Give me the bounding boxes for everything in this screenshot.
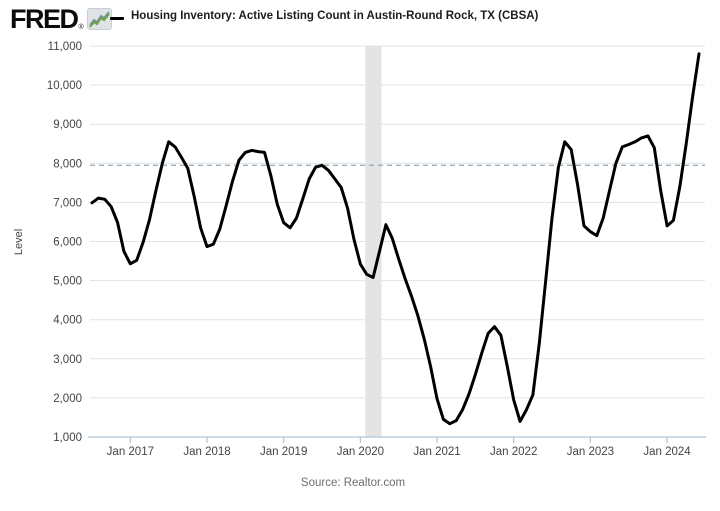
y-tick-label: 1,000 — [53, 432, 82, 444]
data-line-series[interactable] — [90, 52, 701, 426]
y-tick-label: 6,000 — [53, 237, 82, 249]
y-tick-label: 7,000 — [53, 197, 82, 209]
x-tick-label: Jan 2018 — [183, 446, 230, 458]
x-tick-label: Jan 2024 — [643, 446, 691, 458]
x-tick-label: Jan 2020 — [337, 446, 384, 458]
registered-trademark-mark: ® — [78, 24, 84, 31]
line-chart[interactable]: Jan 2017 Jan 2018 Jan 2019 Jan 2020 Jan 2021… — [0, 0, 720, 465]
fred-logo-text: FRED — [10, 4, 79, 34]
recession-shading — [365, 46, 382, 437]
x-tick-label: Jan 2019 — [260, 446, 307, 458]
fred-sparkline-icon — [86, 8, 112, 30]
x-tick-label: Jan 2021 — [413, 446, 460, 458]
x-tick-label: Jan 2017 — [107, 446, 154, 458]
y-tick-label: 2,000 — [53, 393, 82, 405]
y-tick-label: 10,000 — [47, 80, 82, 92]
y-tick-label: 11,000 — [48, 41, 82, 53]
chart-title: Housing Inventory: Active Listing Count … — [131, 10, 539, 22]
series-legend-swatch — [110, 17, 124, 20]
fred-logo[interactable]: FRED ® — [10, 4, 112, 34]
y-tick-label: 9,000 — [53, 119, 82, 131]
y-tick-label: 4,000 — [53, 315, 82, 327]
x-tick-label: Jan 2023 — [567, 446, 614, 458]
y-axis-title: Level — [13, 228, 25, 256]
y-tick-label: 3,000 — [53, 354, 82, 366]
x-tick-label: Jan 2022 — [490, 446, 537, 458]
y-tick-label: 8,000 — [53, 158, 82, 170]
y-tick-label: 5,000 — [53, 276, 82, 288]
source-attribution: Source: Realtor.com — [300, 477, 406, 489]
